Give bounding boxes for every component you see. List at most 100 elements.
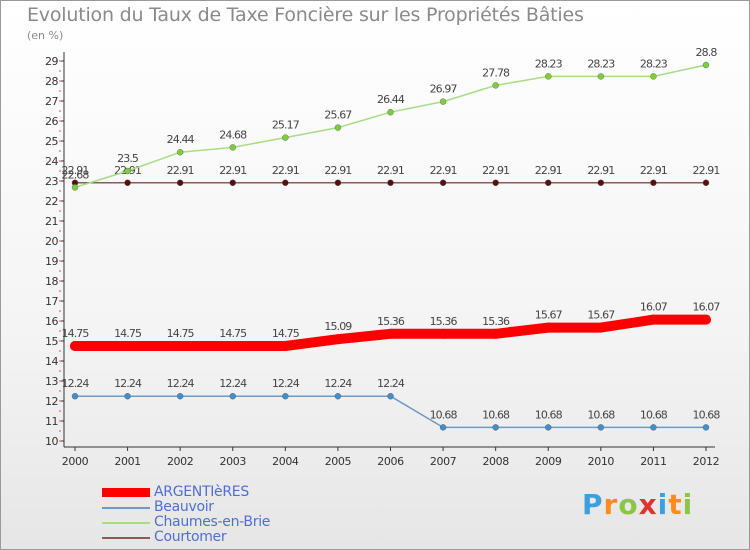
y-tick-label: 11 [45, 415, 58, 428]
y-tick-label: 26 [45, 115, 58, 128]
x-tick-label: 2006 [377, 455, 404, 468]
data-label: 28.23 [587, 57, 615, 70]
data-point [387, 108, 394, 116]
data-point [282, 179, 289, 187]
data-label: 12.24 [272, 377, 300, 390]
data-point [124, 393, 131, 400]
x-tick-label: 2009 [535, 455, 562, 468]
data-label: 25.67 [324, 109, 352, 122]
x-tick-label: 2010 [588, 455, 615, 468]
data-point [176, 393, 184, 400]
logo-letter: P [582, 488, 604, 521]
data-point [439, 98, 447, 105]
x-tick-label: 2008 [482, 455, 509, 468]
data-label: 26.44 [377, 93, 405, 106]
data-point [124, 167, 131, 175]
data-label: 14.75 [114, 327, 142, 340]
logo-letter: r [603, 488, 619, 521]
y-tick-label: 13 [45, 375, 58, 388]
data-label: 28.8 [696, 46, 718, 59]
data-label: 14.75 [272, 327, 300, 340]
data-label: 14.75 [167, 327, 195, 340]
legend-item: ARGENTIèRES [102, 485, 270, 500]
data-point [702, 424, 710, 431]
data-point [176, 148, 184, 156]
data-label: 25.17 [272, 119, 300, 132]
legend-item: Chaumes-en-Brie [102, 515, 270, 530]
data-label: 23.5 [117, 152, 139, 165]
x-tick-label: 2012 [693, 455, 719, 468]
x-tick-label: 2000 [62, 455, 89, 468]
x-tick-label: 2001 [114, 455, 140, 468]
y-tick-label: 24 [45, 155, 58, 168]
x-tick-label: 2004 [272, 455, 299, 468]
data-label: 22.91 [430, 164, 457, 177]
y-tick-label: 16 [45, 315, 58, 328]
data-point [545, 179, 552, 187]
data-label: 12.24 [167, 377, 195, 390]
data-label: 22.91 [535, 164, 562, 177]
legend-item: Beauvoir [102, 500, 270, 515]
data-point [545, 73, 552, 80]
data-point [70, 341, 80, 351]
logo-letter: o [618, 488, 639, 521]
data-label: 15.36 [377, 315, 405, 328]
data-point [597, 73, 605, 80]
data-point [439, 179, 447, 187]
data-point [490, 328, 501, 339]
data-point [543, 322, 554, 333]
data-label: 22.91 [482, 164, 509, 177]
logo-letter: x [638, 488, 658, 521]
data-label: 10.68 [482, 408, 510, 421]
y-tick-label: 10 [45, 435, 58, 448]
data-point [229, 179, 236, 187]
data-point [595, 322, 606, 333]
data-point [334, 124, 342, 131]
data-label: 12.24 [219, 377, 247, 390]
x-tick-label: 2007 [430, 455, 457, 468]
x-tick-label: 2002 [167, 455, 193, 468]
legend-label: Beauvoir [154, 499, 214, 515]
y-tick-label: 27 [45, 95, 58, 108]
data-label: 14.75 [62, 327, 90, 340]
data-point [229, 393, 236, 400]
data-point [387, 179, 394, 187]
data-point [176, 179, 184, 187]
legend-swatch [102, 506, 150, 509]
data-label: 15.36 [430, 315, 458, 328]
data-point [702, 179, 710, 187]
data-point [227, 341, 238, 351]
y-tick-label: 19 [45, 255, 58, 268]
data-point [650, 179, 657, 187]
data-label: 28.23 [640, 57, 668, 70]
logo-letter: i [657, 488, 669, 521]
data-point [650, 424, 657, 431]
data-point [597, 179, 605, 187]
data-label: 28.23 [535, 57, 563, 70]
chart-legend: ARGENTIèRES Beauvoir Chaumes-en-Brie Courto… [102, 485, 270, 545]
legend-label: Chaumes-en-Brie [154, 514, 271, 530]
data-label: 22.91 [640, 164, 667, 177]
y-tick-label: 18 [45, 275, 58, 288]
y-tick-label: 21 [45, 215, 58, 228]
data-point [124, 179, 131, 187]
data-point [282, 134, 289, 141]
data-label: 10.68 [587, 408, 615, 421]
y-tick-label: 14 [45, 355, 58, 368]
x-tick-label: 2011 [640, 455, 666, 468]
data-point [492, 82, 499, 89]
data-point [492, 179, 499, 187]
y-tick-label: 29 [45, 55, 58, 68]
data-label: 16.07 [640, 301, 668, 314]
legend-swatch [102, 536, 150, 539]
y-tick-label: 22 [45, 195, 58, 208]
y-tick-label: 15 [45, 335, 58, 348]
data-label: 27.78 [482, 66, 510, 79]
proxiti-logo: Proxiti [582, 488, 693, 521]
data-label: 22.91 [62, 164, 89, 177]
data-label: 22.91 [377, 164, 404, 177]
data-point [702, 61, 710, 69]
data-label: 24.68 [219, 128, 247, 141]
data-label: 16.07 [693, 301, 721, 314]
